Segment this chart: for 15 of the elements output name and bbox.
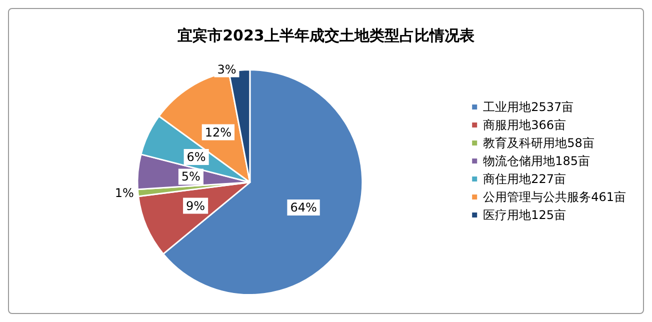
legend-label: 商服用地366亩 xyxy=(483,118,566,132)
legend-label: 医疗用地125亩 xyxy=(483,208,566,222)
data-label: 1% xyxy=(114,186,134,200)
legend-label: 物流仓储用地185亩 xyxy=(483,154,590,168)
legend-label: 公用管理与公共服务461亩 xyxy=(483,190,626,204)
legend-label: 工业用地2537亩 xyxy=(483,100,574,114)
data-label: 64% xyxy=(290,200,317,215)
data-label: 5% xyxy=(181,170,200,184)
data-label: 12% xyxy=(204,125,232,140)
legend-label: 教育及科研用地58亩 xyxy=(483,136,594,150)
data-label: 6% xyxy=(186,150,206,164)
data-label: 3% xyxy=(217,62,236,76)
legend-label: 商住用地227亩 xyxy=(483,172,566,186)
data-label: 9% xyxy=(186,198,206,213)
chart-title: 宜宾市2023上半年成交土地类型占比情况表 xyxy=(178,26,476,44)
